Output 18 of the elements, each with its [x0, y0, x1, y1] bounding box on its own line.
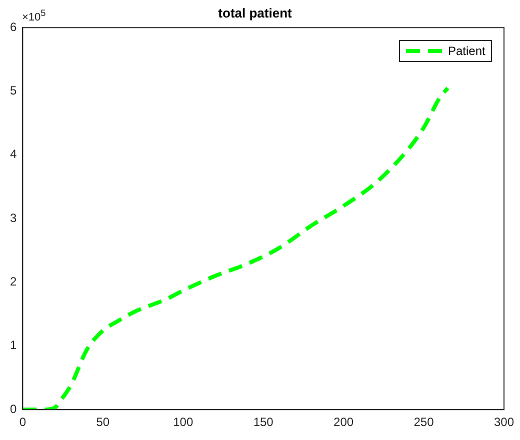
- chart-title: total patient: [218, 5, 292, 20]
- x-tick-label: 200: [334, 415, 354, 430]
- y-tick-label: 5: [10, 84, 17, 98]
- x-tick-label: 150: [253, 415, 274, 430]
- y-tick-label: 6: [10, 20, 17, 34]
- y-tick-label: 3: [10, 210, 17, 225]
- text: ×10$^{5}$: [22, 8, 46, 24]
- x-tick-label: 300: [494, 415, 514, 430]
- legend-label: Patient: [448, 44, 486, 58]
- line-series: [22, 86, 450, 410]
- y-tick-label: 1: [10, 338, 17, 352]
- x-tick-label: 0: [19, 415, 26, 430]
- y-tick-label: 2: [10, 274, 17, 289]
- x-tick-label: 250: [414, 415, 434, 430]
- x-tick-label: 50: [96, 415, 110, 430]
- y-tick-label: 0: [10, 402, 17, 416]
- y-tick-label: 4: [10, 147, 17, 162]
- x-tick-label: 100: [173, 415, 194, 430]
